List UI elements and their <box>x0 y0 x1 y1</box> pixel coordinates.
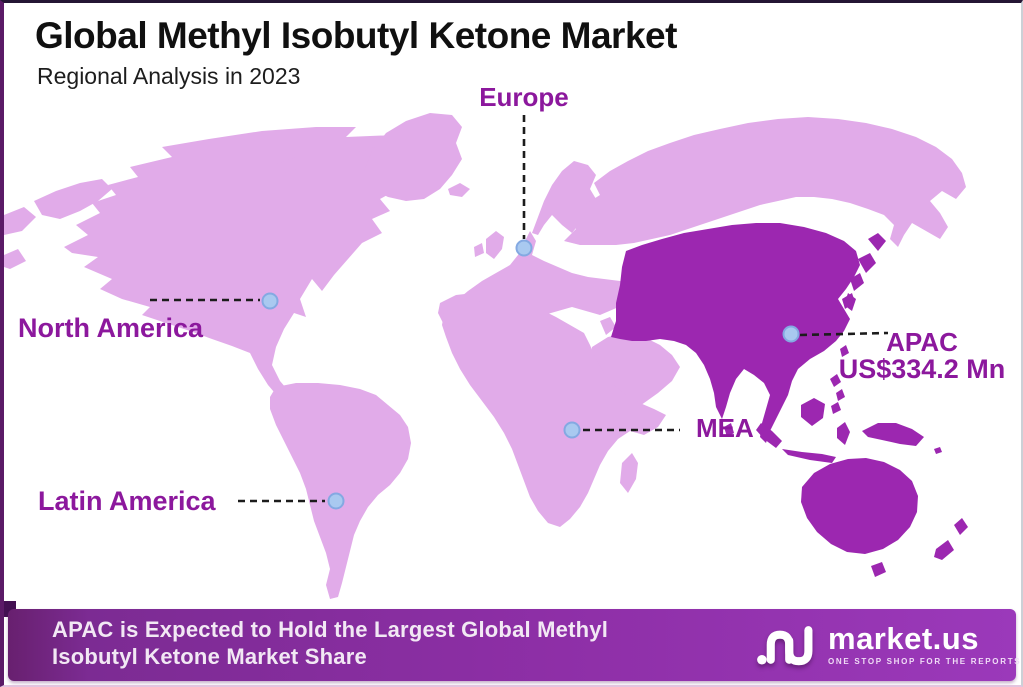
philippines-shape <box>830 374 841 387</box>
japan-shape-4 <box>842 293 855 309</box>
brand-name: market.us <box>828 621 979 656</box>
madagascar-shape <box>620 453 638 493</box>
sulawesi-shape <box>837 422 850 445</box>
sri-lanka-shape <box>724 423 734 437</box>
north-america-shape <box>64 127 422 421</box>
footer-headline-line2: Isobutyl Ketone Market Share <box>52 644 367 669</box>
greece-shape <box>600 317 616 335</box>
brand-text: market.us ONE STOP SHOP FOR THE REPORTS <box>828 621 1022 666</box>
apac-label: APAC <box>886 327 958 357</box>
apac-value-label: US$334.2 Mn <box>838 354 1006 384</box>
page-title: Global Methyl Isobutyl Ketone Market <box>35 15 677 56</box>
brand-tagline: ONE STOP SHOP FOR THE REPORTS <box>828 657 1022 666</box>
taiwan-shape <box>840 345 849 357</box>
apac-mainland-shape <box>611 223 860 443</box>
japan-shape <box>868 233 886 251</box>
solomon-shape <box>934 447 942 454</box>
japan-shape-2 <box>858 253 876 273</box>
new-zealand-shape <box>954 518 968 535</box>
footer-headline-line1: APAC is Expected to Hold the Largest Glo… <box>52 617 609 642</box>
sumatra-shape <box>756 423 782 448</box>
footer-bar: APAC is Expected to Hold the Largest Glo… <box>8 609 1020 681</box>
borneo-shape <box>801 398 825 426</box>
australia-shape <box>801 458 918 554</box>
world-map <box>4 113 968 599</box>
north-america-label: North America <box>18 313 204 343</box>
arctic-island-shape <box>304 139 348 159</box>
alaska-shape <box>34 179 112 219</box>
iceland-shape <box>448 183 470 197</box>
region-markers <box>261 239 800 510</box>
apac-leader-line <box>799 331 889 337</box>
philippines-shape-3 <box>831 402 841 414</box>
europe-shape <box>456 231 652 317</box>
russia-shape <box>564 117 966 247</box>
latin-america-marker <box>327 492 345 510</box>
java-shape <box>782 449 836 463</box>
latin-america-label: Latin America <box>38 486 216 516</box>
greenland-shape <box>364 113 462 201</box>
south-america-shape <box>270 383 411 599</box>
uk-shape <box>486 231 504 259</box>
market-us-logo: market.us ONE STOP SHOP FOR THE REPORTS <box>756 619 1021 671</box>
ireland-shape <box>474 243 484 257</box>
europe-label: Europe <box>479 82 569 112</box>
chukotka-shape-2 <box>4 249 26 269</box>
new-guinea-shape <box>862 423 924 446</box>
leader-lines <box>150 115 889 503</box>
apac-highlight-regions <box>611 223 968 577</box>
market-us-logo-icon <box>757 626 813 666</box>
mea-marker <box>563 421 581 439</box>
footer-headline: APAC is Expected to Hold the Largest Glo… <box>52 616 608 670</box>
europe-marker <box>515 239 533 257</box>
page-subtitle: Regional Analysis in 2023 <box>37 63 301 89</box>
chukotka-shape <box>4 207 36 235</box>
mea-label: MEA <box>696 413 754 443</box>
philippines-shape-2 <box>836 389 845 401</box>
land-base-regions <box>4 113 966 599</box>
apac-marker <box>782 325 800 343</box>
north-america-marker <box>261 292 279 310</box>
japan-shape-3 <box>850 273 864 291</box>
arctic-island-shape-3 <box>274 157 304 173</box>
new-zealand-shape-2 <box>934 540 954 560</box>
africa-shape <box>442 301 666 527</box>
tasmania-shape <box>871 562 886 577</box>
